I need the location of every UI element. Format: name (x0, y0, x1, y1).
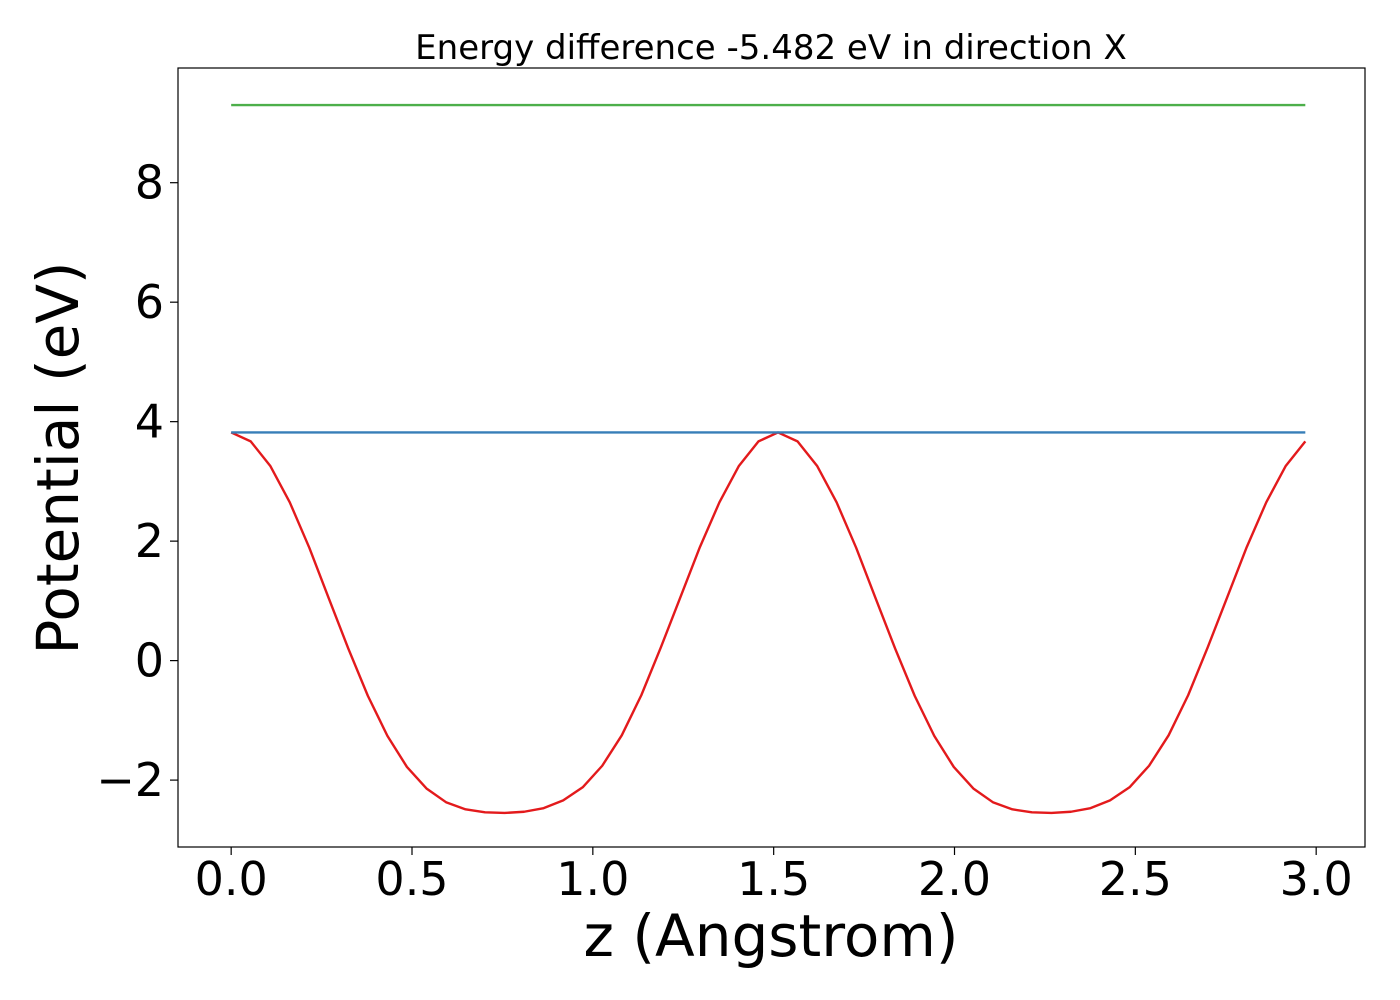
y-axis-label: Potential (eV) (24, 261, 92, 654)
x-tick-label: 2.5 (1099, 852, 1172, 906)
chart-title: Energy difference -5.482 eV in direction… (415, 28, 1127, 68)
x-tick-label: 0.5 (375, 852, 448, 906)
y-tick-label: 2 (135, 514, 164, 568)
x-axis-label: z (Angstrom) (584, 902, 959, 970)
series-layer (230, 103, 1307, 815)
y-tick-label: 8 (135, 156, 164, 210)
x-tick-label: 2.0 (918, 852, 991, 906)
y-tick-label: −2 (96, 753, 164, 807)
y-tick-label: 0 (135, 634, 164, 688)
x-tick-label: 3.0 (1280, 852, 1353, 906)
y-tick-label: 4 (135, 395, 164, 449)
y-axis-ticks: −2 0 2 4 6 8 (96, 156, 178, 807)
x-tick-label: 1.5 (737, 852, 810, 906)
plot-frame (177, 67, 1366, 848)
x-tick-label: 1.0 (556, 852, 629, 906)
x-axis-ticks: 0.0 0.5 1.0 1.5 2.0 2.5 3.0 (195, 847, 1353, 906)
y-tick-label: 6 (135, 275, 164, 329)
x-tick-label: 0.0 (195, 852, 268, 906)
series-line-potential (230, 431, 1307, 815)
